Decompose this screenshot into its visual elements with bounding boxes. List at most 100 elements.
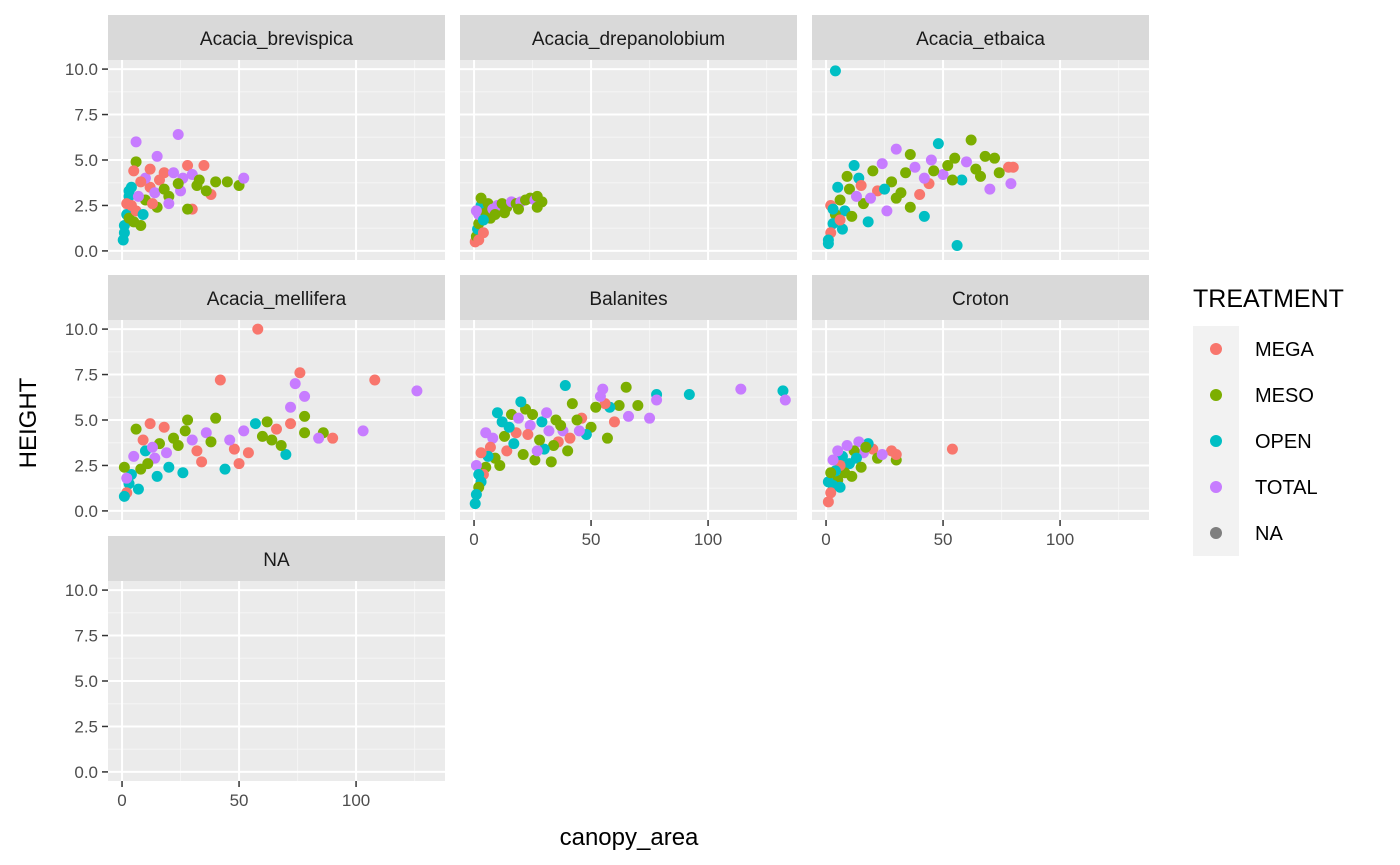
data-point-meso <box>825 467 837 479</box>
data-point-meso <box>993 167 1005 179</box>
data-point-meso <box>266 434 278 446</box>
data-point-open <box>879 183 891 195</box>
x-tick-label: 50 <box>934 530 953 549</box>
data-point-total <box>163 198 175 210</box>
data-point-total <box>149 187 161 199</box>
data-point-meso <box>946 174 958 186</box>
data-point-mega <box>196 456 208 468</box>
x-tick-label: 0 <box>117 791 126 810</box>
data-point-mega <box>1007 161 1019 173</box>
data-point-meso <box>128 216 140 228</box>
data-point-meso <box>548 439 560 451</box>
y-tick-label: 7.5 <box>74 106 98 125</box>
data-point-mega <box>125 199 137 211</box>
data-point-meso <box>886 176 898 188</box>
data-point-meso <box>210 412 222 424</box>
data-point-total <box>573 425 585 437</box>
legend-label: MESO <box>1255 385 1314 407</box>
data-point-meso <box>261 416 273 428</box>
data-point-total <box>865 192 877 204</box>
facet-strip-label: Acacia_mellifera <box>207 289 347 310</box>
facet-panel-na: NA 0.0 2.5 5.0 7.5 10.0 0 50 100 <box>65 536 445 810</box>
x-axis-title: canopy_area <box>560 824 699 851</box>
data-point-meso <box>513 203 525 215</box>
data-point-meso <box>498 430 510 442</box>
data-point-meso <box>989 152 1001 164</box>
data-point-meso <box>489 209 501 221</box>
data-point-total <box>543 425 555 437</box>
data-point-open <box>503 421 515 433</box>
data-point-total <box>172 129 184 141</box>
data-point-mega <box>473 234 485 246</box>
x-tick-label: 50 <box>582 530 601 549</box>
x-tick-label: 100 <box>342 791 370 810</box>
data-point-total <box>289 378 301 390</box>
data-point-open <box>559 379 571 391</box>
y-tick-label: 10.0 <box>65 60 98 79</box>
data-point-meso <box>834 194 846 206</box>
facet-strip <box>108 15 445 60</box>
data-point-mega <box>475 447 487 459</box>
facet-strip <box>812 275 1149 320</box>
data-point-mega <box>890 449 902 461</box>
data-point-open <box>777 385 789 397</box>
data-point-total <box>238 172 250 184</box>
data-point-mega <box>158 421 170 433</box>
data-point-meso <box>970 163 982 175</box>
data-point-total <box>890 143 902 155</box>
data-point-meso <box>979 150 991 162</box>
data-point-meso <box>299 427 311 439</box>
legend-label: NA <box>1255 523 1283 545</box>
data-point-open <box>163 461 175 473</box>
data-point-open <box>832 181 844 193</box>
data-point-open <box>827 203 839 215</box>
facet-panel-acacia-drepanolobium: Acacia_drepanolobium <box>460 15 797 260</box>
data-point-meso <box>193 174 205 186</box>
legend-item-total: TOTAL <box>1193 464 1318 510</box>
data-point-meso <box>527 409 539 421</box>
data-point-total <box>146 441 158 453</box>
data-point-total <box>480 427 492 439</box>
facet-strip <box>460 275 797 320</box>
y-tick-label: 5.0 <box>74 151 98 170</box>
data-point-meso <box>965 134 977 146</box>
data-point-open <box>536 416 548 428</box>
data-point-total <box>513 412 525 424</box>
data-point-mega <box>855 179 867 191</box>
data-point-open <box>491 407 503 419</box>
data-point-mega <box>608 416 620 428</box>
data-point-meso <box>221 176 233 188</box>
data-point-total <box>168 167 180 179</box>
data-point-mega <box>233 458 245 470</box>
data-point-meso <box>130 156 142 168</box>
data-point-meso <box>613 399 625 411</box>
data-point-meso <box>562 445 574 457</box>
data-point-meso <box>200 185 212 197</box>
data-point-total <box>224 434 236 446</box>
data-point-mega <box>128 165 140 177</box>
facet-panel-acacia-mellifera: Acacia_mellifera 0.0 2.5 5.0 7.5 10.0 <box>65 275 445 521</box>
data-point-meso <box>205 436 217 448</box>
y-tick-label: 10.0 <box>65 581 98 600</box>
data-point-meso <box>555 419 567 431</box>
data-point-mega <box>914 189 926 201</box>
data-point-open <box>118 227 130 239</box>
x-tick-label: 50 <box>230 791 249 810</box>
data-point-mega <box>144 418 156 430</box>
legend-label: MEGA <box>1255 339 1315 361</box>
data-point-open <box>118 490 130 502</box>
data-point-open <box>132 483 144 495</box>
x-tick-label: 100 <box>1046 530 1074 549</box>
data-point-open <box>219 463 231 475</box>
data-point-total <box>541 407 553 419</box>
data-point-meso <box>590 401 602 413</box>
data-point-open <box>280 449 292 461</box>
data-point-mega <box>191 445 203 457</box>
y-tick-label: 5.0 <box>74 411 98 430</box>
data-point-open <box>918 210 930 222</box>
data-point-mega <box>135 176 147 188</box>
data-point-meso <box>904 201 916 213</box>
legend-key-symbol <box>1210 389 1222 401</box>
facet-strip-label: Acacia_drepanolobium <box>532 29 725 50</box>
x-tick-label: 100 <box>694 530 722 549</box>
